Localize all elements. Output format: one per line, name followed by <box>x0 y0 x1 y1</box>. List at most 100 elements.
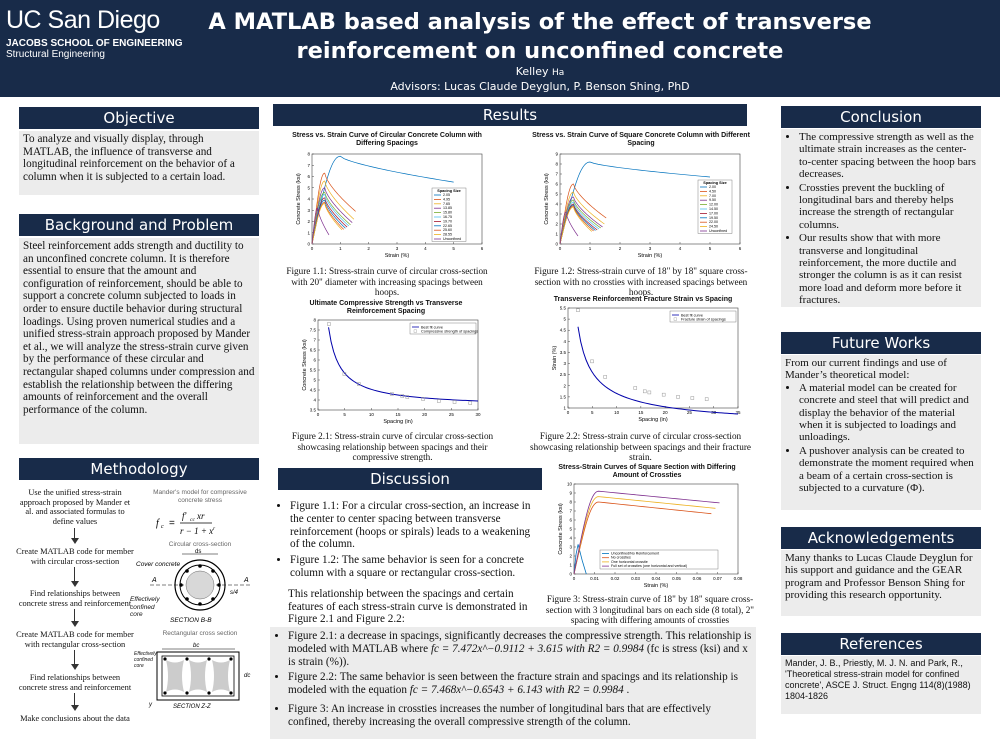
fig12-caption: Figure 1.2: Stress-strain curve of 18" b… <box>534 266 748 297</box>
y-tick-label: 6.5 <box>310 348 317 353</box>
x-tick-label: 2 <box>367 246 370 251</box>
y-tick-label: 7.5 <box>310 328 317 333</box>
series-line <box>573 496 716 575</box>
series-line <box>311 203 343 245</box>
legend-entry: 22.00 <box>709 220 718 224</box>
y-tick-label: 2 <box>563 383 566 388</box>
y-tick-label: 3 <box>563 361 566 366</box>
legend-entry: 4.50 <box>709 189 716 193</box>
svg-text:Cover concrete: Cover concrete <box>136 561 180 568</box>
y-tick-label: 3 <box>555 212 558 217</box>
y-tick-label: 4 <box>313 398 316 403</box>
discussion-bottom: Figure 2.1: a decrease in spacings, sign… <box>270 627 756 739</box>
x-tick-label: 5 <box>452 246 455 251</box>
y-tick-label: 0 <box>555 242 558 247</box>
y-tick-label: 5 <box>307 185 310 190</box>
future-box: From our current findings and use of Man… <box>781 355 981 510</box>
svg-text:f′: f′ <box>182 511 188 521</box>
x-tick-label: 0.06 <box>693 576 702 581</box>
y-tick-label: 5 <box>313 378 316 383</box>
conclusion-heading: Conclusion <box>781 106 981 128</box>
y-tick-label: 1 <box>555 232 558 237</box>
legend-entry: Best fit curve <box>681 313 703 317</box>
legend-entry: 7.65 <box>443 202 450 206</box>
legend-entry: Fracture strain of spacings <box>681 318 726 322</box>
rect-confined-label: Effectively confined core <box>134 651 157 669</box>
legend-entry: One horizontal crosstie <box>611 560 648 564</box>
x-tick-label: 6 <box>481 246 484 251</box>
department-name: Structural Engineering <box>6 49 105 60</box>
y-axis-label: Strain (%) <box>552 346 558 371</box>
legend-entry: 9.50 <box>709 198 716 202</box>
data-point <box>603 375 607 379</box>
svg-text:A: A <box>151 577 157 584</box>
svg-text:dc: dc <box>244 673 250 679</box>
y-tick-label: 8 <box>569 500 572 505</box>
svg-text:SECTION B-B: SECTION B-B <box>170 617 212 624</box>
fig12-title: Stress vs. Strain Curve of Square Concre… <box>532 132 750 147</box>
legend-entry: 19.50 <box>709 216 718 220</box>
y-tick-label: 7 <box>307 163 310 168</box>
y-tick-label: 8 <box>307 152 310 157</box>
x-tick-label: 5 <box>343 412 346 417</box>
x-tick-label: 4 <box>679 246 682 251</box>
y-tick-label: 0 <box>307 242 310 247</box>
x-tick-label: 0 <box>317 412 320 417</box>
method-step-1: Use the unified stress-strain approach p… <box>19 488 131 526</box>
legend-entry: Unconfined/No Reinforcement <box>611 552 659 556</box>
legend-entry: 7.00 <box>709 194 716 198</box>
y-tick-label: 5 <box>569 527 572 532</box>
series-line <box>559 191 605 245</box>
x-axis-label: Spacing (in) <box>638 417 668 423</box>
conclusion-box: The compressive strength as well as the … <box>781 129 981 307</box>
legend-entry: 19.70 <box>443 219 452 223</box>
svg-text:SECTION Z-Z: SECTION Z-Z <box>173 704 211 710</box>
legend-entry: Unconfined <box>443 237 461 241</box>
school-name: JACOBS SCHOOL OF ENGINEERING <box>6 38 183 49</box>
y-tick-label: 1 <box>307 230 310 235</box>
method-step-4: Create MATLAB code for member with recta… <box>16 630 134 649</box>
data-point <box>357 382 361 386</box>
legend-box <box>431 187 467 242</box>
data-point <box>704 397 709 401</box>
x-tick-label: 0 <box>311 246 314 251</box>
y-axis-label: Concrete Stress (ksi) <box>296 173 302 225</box>
legend-entry: 17.00 <box>709 211 718 215</box>
data-point <box>405 395 410 399</box>
x-tick-label: 10 <box>369 412 375 417</box>
data-point <box>576 308 580 312</box>
legend-entry: 16.75 <box>443 215 452 219</box>
legend-entry: Compressive strength of spacings <box>421 330 478 334</box>
discussion-bullet-2: Figure 1.2: The same behavior is seen fo… <box>290 554 542 580</box>
legend-swatch <box>413 329 417 333</box>
x-tick-label: 1 <box>339 246 342 251</box>
x-tick-label: 0.02 <box>611 576 620 581</box>
data-point <box>590 359 594 364</box>
y-tick-label: 6 <box>569 518 572 523</box>
data-point <box>342 372 347 376</box>
circular-section-diagram: ds Cover concrete A A s/4 SECTION B-B <box>136 549 250 624</box>
legend-entry: 14.50 <box>709 207 718 211</box>
data-point <box>437 399 441 403</box>
plot-area <box>567 307 739 409</box>
series-line <box>311 172 356 245</box>
legend-entry: 15.80 <box>443 211 452 215</box>
series-line <box>311 187 353 245</box>
fig21-caption: Figure 2.1: Stress-strain curve of circu… <box>291 431 494 462</box>
conclusion-item-2: Crossties prevent the buckling of longit… <box>799 182 977 232</box>
method-step-5: Find relationships between concrete stre… <box>18 673 132 692</box>
legend-box <box>697 179 733 234</box>
y-tick-label: 1 <box>563 406 566 411</box>
data-point <box>468 401 473 405</box>
y-tick-label: 3 <box>569 545 572 550</box>
x-tick-label: 0.01 <box>590 576 599 581</box>
fig11-chart: 0 1 2 3 4 5 6 0 1 2 3 4 5 6 7 8 Strain (%) Concrete Stres… <box>296 152 484 260</box>
series-line <box>559 206 593 245</box>
data-point <box>690 396 695 400</box>
y-tick-label: 0 <box>569 572 572 577</box>
x-tick-label: 6 <box>739 246 742 251</box>
y-tick-label: 4 <box>307 197 310 202</box>
objective-heading: Objective <box>19 107 259 129</box>
reference-text: Mander, J. B., Priestly, M. J. N. and Pa… <box>781 656 981 714</box>
fig22-chart: 0 5 10 15 20 25 30 3511.522.533.544.555.5Spacin… <box>552 306 741 424</box>
